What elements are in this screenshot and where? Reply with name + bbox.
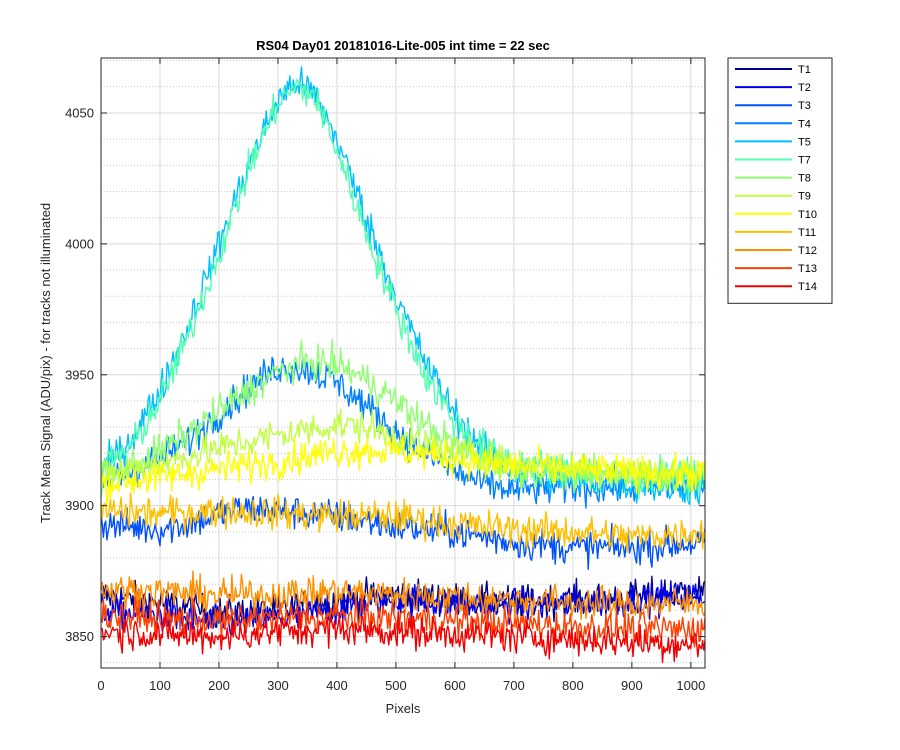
- x-tick-label: 1000: [676, 678, 705, 693]
- legend-label-t2: T2: [798, 82, 811, 94]
- x-tick-label: 300: [267, 678, 289, 693]
- series-line-t4: [101, 356, 705, 509]
- x-tick-label: 800: [562, 678, 584, 693]
- y-tick-label: 3900: [65, 498, 94, 513]
- y-tick-label: 4000: [65, 236, 94, 251]
- x-tick-label: 200: [208, 678, 230, 693]
- series-line-t3: [101, 495, 705, 570]
- series-layer: [101, 66, 705, 664]
- series-line-t12: [101, 570, 705, 625]
- series-line-t10: [101, 434, 705, 508]
- legend: T1 T2 T3 T4 T5 T7 T8 T9 T10 T11 T12 T13 T14: [727, 57, 833, 304]
- x-tick-label: 700: [503, 678, 525, 693]
- x-tick-label: 400: [326, 678, 348, 693]
- legend-label-t12: T12: [798, 245, 817, 257]
- y-axis-label: Track Mean Signal (ADU/pix) - for tracks…: [38, 203, 53, 523]
- series-line-t8: [101, 338, 705, 500]
- legend-label-t13: T13: [798, 263, 817, 275]
- series-line-t11: [101, 492, 705, 553]
- legend-label-t7: T7: [798, 155, 811, 167]
- series-line-t14: [101, 611, 705, 664]
- legend-box: [727, 57, 833, 304]
- plot-area: [101, 58, 705, 668]
- x-axis-label: Pixels: [386, 701, 421, 716]
- y-tick-label: 3950: [65, 367, 94, 382]
- legend-label-t11: T11: [798, 227, 816, 239]
- x-tick-label: 900: [621, 678, 643, 693]
- series-line-t2: [101, 579, 705, 636]
- legend-label-t4: T4: [798, 118, 811, 130]
- legend-label-t1: T1: [798, 64, 811, 76]
- y-axis: 3850 3900 3950 4000 4050: [65, 105, 705, 644]
- x-tick-label: 100: [149, 678, 171, 693]
- legend-label-t10: T10: [798, 209, 817, 221]
- legend-label-t9: T9: [798, 191, 811, 203]
- x-tick-label: 600: [444, 678, 466, 693]
- y-tick-label: 4050: [65, 105, 94, 120]
- series-line-t9: [101, 408, 705, 491]
- x-tick-label: 500: [385, 678, 407, 693]
- legend-label-t14: T14: [798, 281, 817, 293]
- y-tick-label: 3850: [65, 629, 94, 644]
- legend-label-t5: T5: [798, 136, 811, 148]
- x-axis: 0 100 200 300 400 500 600 700 800 900 1000: [97, 58, 705, 693]
- chart-title: RS04 Day01 20181016-Lite-005 int time = …: [256, 38, 550, 53]
- plot-frame: [100, 57, 706, 669]
- legend-label-t3: T3: [798, 100, 811, 112]
- legend-label-t8: T8: [798, 173, 811, 185]
- x-tick-label: 0: [97, 678, 104, 693]
